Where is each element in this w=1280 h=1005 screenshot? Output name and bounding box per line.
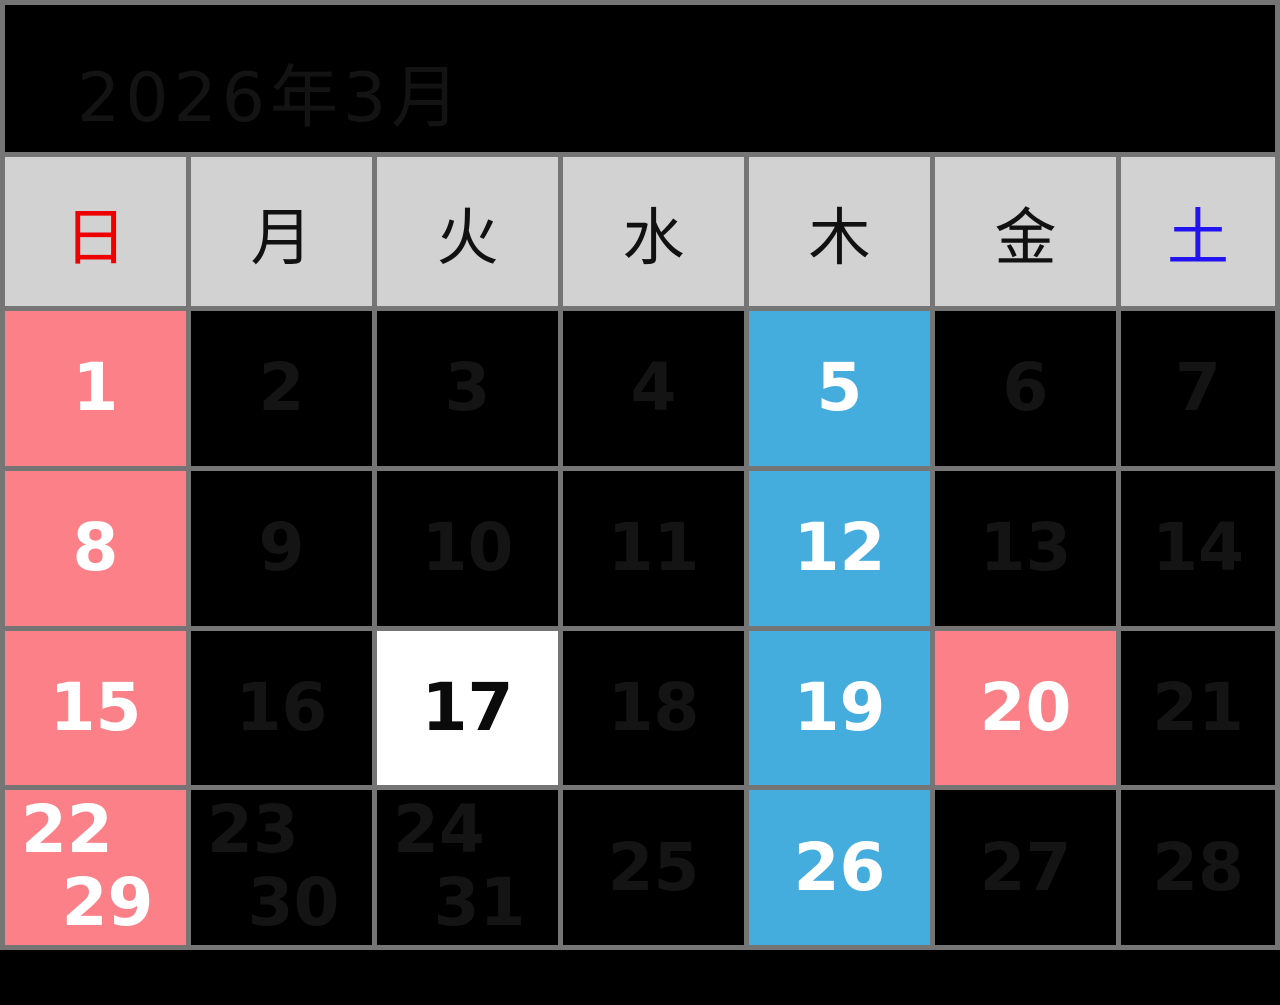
day-cell[interactable]: 8 bbox=[5, 470, 186, 626]
day-cell[interactable]: 26 bbox=[749, 790, 930, 945]
day-cell[interactable]: 12 bbox=[749, 470, 930, 626]
day-number: 22 bbox=[21, 791, 113, 869]
day-number: 4 bbox=[630, 349, 677, 427]
day-number: 6 bbox=[1002, 349, 1049, 427]
day-number: 21 bbox=[1152, 668, 1244, 746]
day-number: 10 bbox=[421, 509, 514, 587]
footer-strip bbox=[0, 950, 1280, 1005]
day-cell[interactable]: 15 bbox=[5, 630, 186, 786]
day-number: 12 bbox=[793, 509, 886, 587]
day-cell[interactable]: 22 29 bbox=[5, 790, 186, 945]
weekday-header-saturday: 土 bbox=[1121, 157, 1275, 306]
day-number: 8 bbox=[72, 509, 119, 587]
day-number: 26 bbox=[793, 828, 886, 906]
day-number: 1 bbox=[72, 349, 119, 427]
day-cell[interactable]: 28 bbox=[1121, 790, 1275, 945]
day-number: 31 bbox=[433, 863, 526, 941]
day-number: 27 bbox=[979, 828, 1072, 906]
day-number: 9 bbox=[258, 509, 305, 587]
calendar-month-title: 2026年3月 bbox=[5, 5, 1275, 152]
day-number: 3 bbox=[444, 349, 491, 427]
day-cell[interactable]: 7 bbox=[1121, 311, 1275, 466]
day-cell[interactable]: 19 bbox=[749, 630, 930, 786]
day-number: 30 bbox=[247, 863, 340, 941]
day-cell[interactable]: 17 bbox=[377, 630, 558, 786]
day-cell[interactable]: 23 30 bbox=[191, 790, 372, 945]
day-cell[interactable]: 1 bbox=[5, 311, 186, 466]
day-number: 28 bbox=[1152, 828, 1244, 906]
day-cell[interactable]: 2 bbox=[191, 311, 372, 466]
day-cell[interactable]: 10 bbox=[377, 470, 558, 626]
weekday-header-wednesday: 水 bbox=[563, 157, 744, 306]
day-number: 17 bbox=[421, 668, 514, 746]
day-number: 20 bbox=[979, 668, 1072, 746]
day-number: 19 bbox=[793, 668, 886, 746]
day-cell[interactable]: 27 bbox=[935, 790, 1116, 945]
day-number: 23 bbox=[207, 791, 299, 869]
day-cell[interactable]: 6 bbox=[935, 311, 1116, 466]
day-number: 25 bbox=[607, 828, 700, 906]
day-cell[interactable]: 4 bbox=[563, 311, 744, 466]
day-cell[interactable]: 11 bbox=[563, 470, 744, 626]
day-cell[interactable]: 3 bbox=[377, 311, 558, 466]
day-cell[interactable]: 9 bbox=[191, 470, 372, 626]
calendar-table: 2026年3月 日 月 火 水 木 金 土 1 2 3 4 5 6 7 8 9 10 11 12 13 1… bbox=[0, 0, 1280, 950]
day-number: 2 bbox=[258, 349, 305, 427]
day-cell[interactable]: 21 bbox=[1121, 630, 1275, 786]
day-cell[interactable]: 20 bbox=[935, 630, 1116, 786]
day-cell[interactable]: 14 bbox=[1121, 470, 1275, 626]
day-cell[interactable]: 5 bbox=[749, 311, 930, 466]
day-number: 14 bbox=[1152, 509, 1244, 587]
day-number: 5 bbox=[816, 349, 863, 427]
weekday-header-tuesday: 火 bbox=[377, 157, 558, 306]
day-number: 29 bbox=[61, 863, 154, 941]
day-number: 24 bbox=[393, 791, 485, 869]
day-number: 16 bbox=[235, 668, 328, 746]
day-cell[interactable]: 25 bbox=[563, 790, 744, 945]
day-cell[interactable]: 13 bbox=[935, 470, 1116, 626]
weekday-header-friday: 金 bbox=[935, 157, 1116, 306]
day-cell[interactable]: 24 31 bbox=[377, 790, 558, 945]
day-cell[interactable]: 18 bbox=[563, 630, 744, 786]
day-number: 13 bbox=[979, 509, 1072, 587]
weekday-header-monday: 月 bbox=[191, 157, 372, 306]
weekday-header-thursday: 木 bbox=[749, 157, 930, 306]
day-number: 7 bbox=[1175, 349, 1221, 427]
day-number: 11 bbox=[607, 509, 700, 587]
day-number: 15 bbox=[49, 668, 142, 746]
day-cell[interactable]: 16 bbox=[191, 630, 372, 786]
weekday-header-sunday: 日 bbox=[5, 157, 186, 306]
day-number: 18 bbox=[607, 668, 700, 746]
